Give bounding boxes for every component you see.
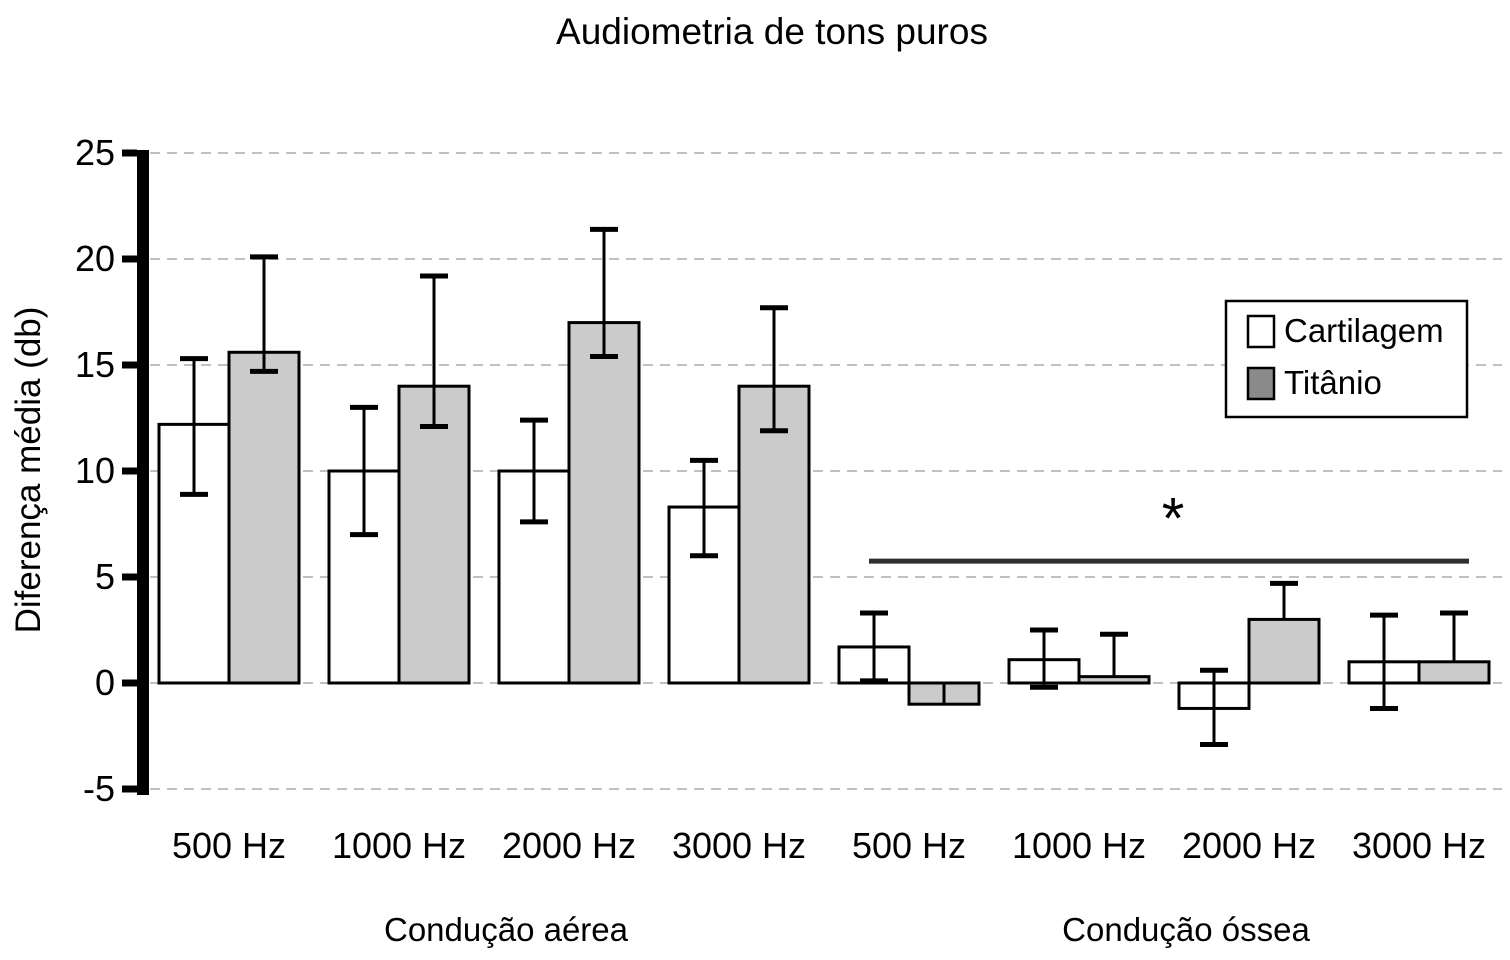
bar-titanio-óssea-3000Hz xyxy=(1417,660,1491,685)
y-tick-label-5: 5 xyxy=(95,556,115,597)
significance-asterisk: * xyxy=(1162,486,1185,551)
error-bar-cartilagem-500Hz xyxy=(180,356,208,497)
error-bars-layer xyxy=(180,226,1468,747)
y-tick-label-0: 0 xyxy=(95,662,115,703)
y-tick-label-15: 15 xyxy=(75,344,115,385)
section-label-0: Condução aérea xyxy=(384,911,629,948)
error-bar-cartilagem-2000Hz xyxy=(520,417,548,525)
error-bar-titanio-2000Hz xyxy=(590,226,618,360)
y-tick-label-20: 20 xyxy=(75,238,115,279)
y-axis-line xyxy=(137,150,149,795)
x-labels-layer: 500 Hz 1000 Hz 2000 Hz 3000 Hz Condução aére… xyxy=(172,825,1486,948)
bar-titanio-aérea-500Hz xyxy=(227,350,301,685)
bar-titanio-aérea-1000Hz xyxy=(397,384,471,685)
x-tick-label-óssea-3000Hz: 3000 Hz xyxy=(1352,825,1486,866)
x-tick-label-óssea-500Hz: 500 Hz xyxy=(852,825,966,866)
section-label-1: Condução óssea xyxy=(1062,911,1310,948)
bar-titanio-aérea-2000Hz xyxy=(567,321,641,685)
x-tick-label-óssea-2000Hz: 2000 Hz xyxy=(1182,825,1316,866)
error-bar-titanio-1000Hz xyxy=(1100,631,1128,677)
error-bar-cartilagem-1000Hz xyxy=(1030,627,1058,690)
error-bar-cartilagem-1000Hz xyxy=(350,404,378,538)
legend: Cartilagem Titânio xyxy=(1224,299,1469,419)
error-bar-cartilagem-3000Hz xyxy=(690,457,718,559)
y-axis-layer: 25 20 15 10 5 0 -5 xyxy=(75,132,149,809)
y-tick-label-25: 25 xyxy=(75,132,115,173)
error-bar-titanio-3000Hz xyxy=(1440,610,1468,662)
x-tick-label-aérea-1000Hz: 1000 Hz xyxy=(332,825,466,866)
legend-swatch-cartilagem xyxy=(1246,314,1276,349)
bar-titanio-óssea-1000Hz xyxy=(1077,675,1151,685)
y-tick-label-10: 10 xyxy=(75,450,115,491)
y-axis-label: Diferença média (db) xyxy=(9,307,48,634)
y-tick-label--5: -5 xyxy=(83,768,115,809)
error-bar-titanio-3000Hz xyxy=(760,305,788,434)
legend-label-cartilagem: Cartilagem xyxy=(1284,312,1444,349)
x-tick-label-aérea-3000Hz: 3000 Hz xyxy=(672,825,806,866)
error-bar-cartilagem-500Hz xyxy=(860,610,888,684)
chart-title: Audiometria de tons puros xyxy=(556,11,988,52)
x-tick-label-aérea-2000Hz: 2000 Hz xyxy=(502,825,636,866)
legend-swatch-titanio xyxy=(1246,366,1276,401)
x-tick-label-aérea-500Hz: 500 Hz xyxy=(172,825,286,866)
bar-titanio-óssea-2000Hz xyxy=(1247,617,1321,685)
error-bar-titanio-2000Hz xyxy=(1270,580,1298,620)
error-bar-titanio-500Hz xyxy=(250,254,278,374)
error-bar-cartilagem-3000Hz xyxy=(1370,612,1398,711)
error-bar-titanio-1000Hz xyxy=(420,273,448,429)
significance-layer: * xyxy=(869,486,1469,564)
error-bar-cartilagem-2000Hz xyxy=(1200,667,1228,747)
x-tick-label-óssea-1000Hz: 1000 Hz xyxy=(1012,825,1146,866)
legend-label-titanio: Titânio xyxy=(1284,364,1382,401)
